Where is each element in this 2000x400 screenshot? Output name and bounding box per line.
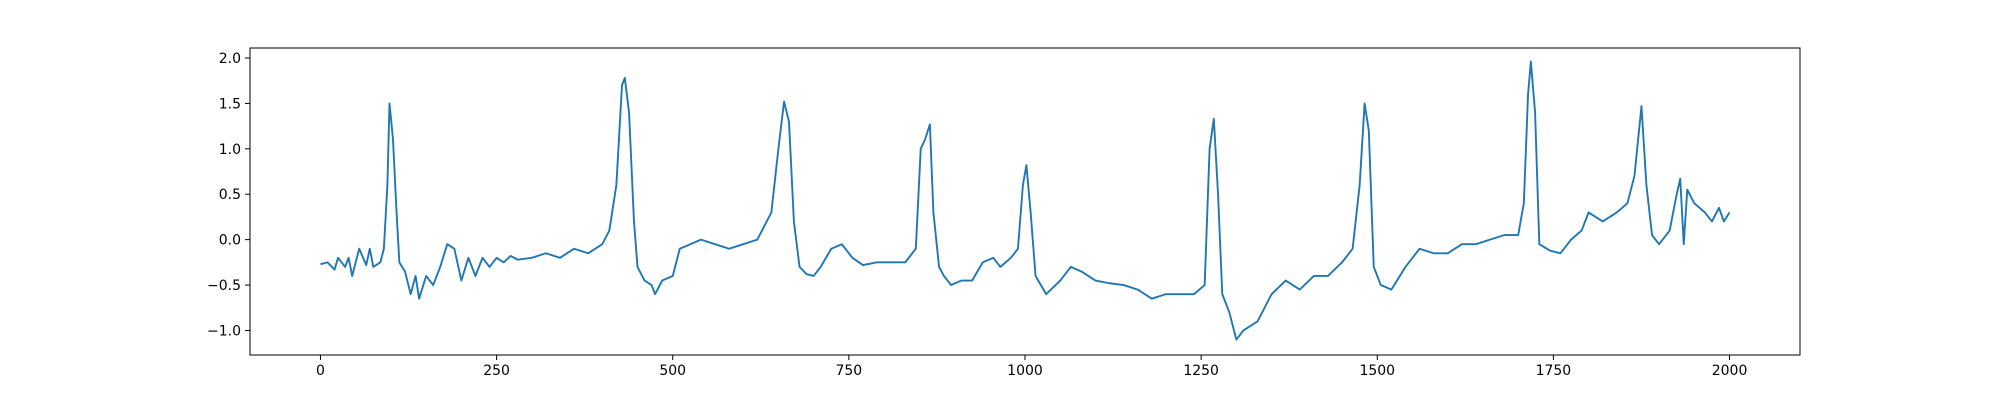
data-line [320, 60, 1731, 341]
y-tick-label: 0.0 [219, 233, 241, 249]
x-tick-label: 1000 [1007, 363, 1043, 379]
x-tick-label: 1500 [1359, 363, 1395, 379]
plot-frame [249, 47, 1801, 356]
x-tick-label: 0 [316, 363, 325, 379]
x-tick-label: 250 [483, 363, 510, 379]
y-tick-label: 0.5 [219, 187, 241, 203]
y-tick-label: 2.0 [219, 51, 241, 67]
x-tick-label: 500 [659, 363, 686, 379]
y-tick-label: 1.5 [219, 96, 241, 112]
x-tick-label: 2000 [1712, 363, 1748, 379]
x-tick-label: 1250 [1183, 363, 1219, 379]
x-tick-label: 1750 [1536, 363, 1572, 379]
x-tick-label: 750 [835, 363, 862, 379]
y-tick-label: −1.0 [207, 323, 241, 339]
y-tick-label: −0.5 [207, 278, 241, 294]
y-tick-label: 1.0 [219, 142, 241, 158]
